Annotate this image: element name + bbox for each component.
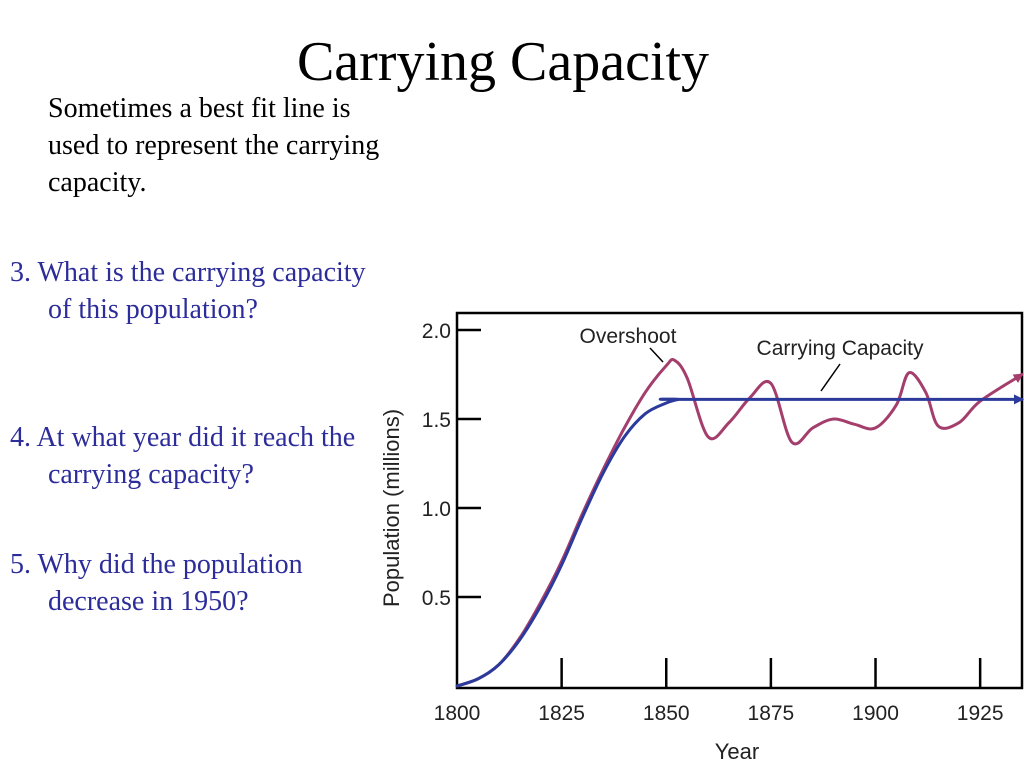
x-tick-label: 1875 (748, 702, 795, 725)
y-tick-label: 1.5 (422, 409, 451, 432)
x-axis-title: Year (715, 739, 759, 764)
annotation-overshoot-pointer (649, 347, 664, 363)
question-4: 4. At what year did it reach the carryin… (10, 422, 356, 490)
x-tick-label: 1925 (957, 702, 1004, 725)
annotation-overshoot: Overshoot (580, 325, 677, 348)
annotation-carrying-capacity-pointer (820, 363, 841, 392)
x-tick-label: 1850 (643, 702, 690, 725)
question-3: 3. What is the carrying capacity of this… (10, 257, 366, 325)
annotation-carrying-capacity: Carrying Capacity (757, 337, 924, 360)
question-5: 5. Why did the population decrease in 19… (10, 549, 303, 617)
slide-title: Carrying Capacity (296, 31, 710, 93)
y-axis-title: Population (millions) (379, 409, 404, 607)
population-line (455, 358, 1024, 688)
plot-frame (455, 311, 1024, 690)
y-tick-label: 0.5 (422, 587, 451, 610)
x-tick-label: 1825 (538, 702, 585, 725)
population-chart: 0.5 1.0 1.5 2.0 1800 1825 1850 1875 1900 1925 Pop… (379, 311, 1024, 764)
x-tick-label: 1800 (434, 702, 481, 725)
intro-text: Sometimes a best fit line is used to rep… (48, 93, 380, 198)
carrying-capacity-line (455, 394, 1024, 688)
y-tick-label: 1.0 (422, 498, 451, 521)
y-tick-label: 2.0 (422, 320, 451, 343)
x-tick-label: 1900 (852, 702, 899, 725)
